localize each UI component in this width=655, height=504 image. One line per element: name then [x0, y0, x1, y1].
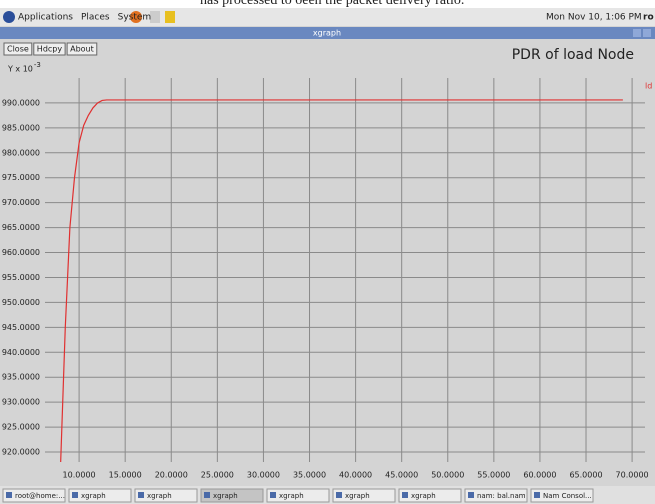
menu[interactable]: System: [118, 13, 152, 23]
min-button[interactable]: [633, 29, 641, 37]
legend-entry: ld t: [645, 82, 655, 91]
button[interactable]: [66, 42, 98, 56]
task-button[interactable]: [266, 488, 330, 503]
task-icon: [138, 492, 144, 498]
browser-icon: [130, 11, 142, 23]
y-tick-label: 930.0000: [2, 398, 40, 407]
clock: Mon Nov 10, 1:06 PM: [546, 13, 642, 23]
y-tick-label: 960.0000: [2, 248, 40, 257]
task-label[interactable]: nam: bal.nam: [477, 492, 526, 500]
task-icon: [534, 492, 540, 498]
task-label[interactable]: Nam Consol...: [543, 492, 592, 500]
y-tick-label: 980.0000: [2, 148, 40, 157]
task-label[interactable]: xgraph: [279, 492, 304, 500]
task-label[interactable]: xgraph: [345, 492, 370, 500]
top-panel: [0, 8, 655, 26]
x-tick-label: 20.0000: [155, 471, 188, 480]
x-tick-label: 65.0000: [569, 471, 602, 480]
menu[interactable]: Places: [81, 13, 110, 23]
task-button[interactable]: [464, 488, 528, 503]
task-button[interactable]: [68, 488, 132, 503]
task-icon: [6, 492, 12, 498]
task-button[interactable]: [134, 488, 198, 503]
x-tick-label: 10.0000: [63, 471, 96, 480]
task-button[interactable]: [200, 488, 264, 503]
button-label[interactable]: Hdcpy: [37, 45, 63, 54]
x-tick-label: 35.0000: [293, 471, 326, 480]
x-tick-label: 25.0000: [201, 471, 234, 480]
close-window-button[interactable]: [643, 29, 651, 37]
data-line: [60, 99, 623, 463]
y-label-exponent: -3: [34, 61, 41, 69]
caption-strip: [0, 0, 655, 8]
y-tick-label: 970.0000: [2, 198, 40, 207]
y-tick-label: 955.0000: [2, 273, 40, 282]
task-label[interactable]: root@home:...: [15, 492, 65, 500]
caption: has processed to oeen the packet deliver…: [200, 0, 464, 8]
task-icon: [270, 492, 276, 498]
button-label[interactable]: Close: [7, 45, 29, 54]
x-tick-label: 60.0000: [523, 471, 556, 480]
fedora-icon: [3, 11, 15, 23]
x-tick-label: 50.0000: [431, 471, 464, 480]
y-tick-label: 975.0000: [2, 173, 40, 182]
task-button[interactable]: [2, 488, 66, 503]
y-tick-label: 945.0000: [2, 323, 40, 332]
y-tick-label: 940.0000: [2, 348, 40, 357]
task-button[interactable]: [398, 488, 462, 503]
task-icon: [72, 492, 78, 498]
task-button[interactable]: [530, 488, 594, 503]
y-label: Y x 10: [7, 65, 33, 74]
y-tick-label: 990.0000: [2, 98, 40, 107]
button[interactable]: [3, 42, 33, 56]
x-tick-label: 55.0000: [477, 471, 510, 480]
menu[interactable]: Applications: [18, 13, 73, 23]
y-tick-label: 920.0000: [2, 448, 40, 457]
x-tick-label: 15.0000: [109, 471, 142, 480]
task-button[interactable]: [332, 488, 396, 503]
mail-icon: [150, 11, 160, 23]
button-label[interactable]: About: [70, 45, 94, 54]
task-icon: [204, 492, 210, 498]
button[interactable]: [33, 42, 66, 56]
y-tick-label: 965.0000: [2, 223, 40, 232]
user: ro: [643, 13, 654, 23]
y-tick-label: 985.0000: [2, 123, 40, 132]
x-tick-label: 40.0000: [339, 471, 372, 480]
task-label[interactable]: xgraph: [147, 492, 172, 500]
chart-title: PDR of load Node: [512, 47, 634, 63]
task-label[interactable]: xgraph: [81, 492, 106, 500]
window-title: xgraph: [313, 29, 341, 38]
task-label[interactable]: xgraph: [411, 492, 436, 500]
window-title-bar: [0, 27, 655, 39]
note-icon: [165, 11, 175, 23]
y-tick-label: 925.0000: [2, 423, 40, 432]
task-icon: [402, 492, 408, 498]
y-tick-label: 935.0000: [2, 373, 40, 382]
x-tick-label: 45.0000: [385, 471, 418, 480]
x-tick-label: 30.0000: [247, 471, 280, 480]
x-tick-label: 70.0000: [616, 471, 649, 480]
y-tick-label: 950.0000: [2, 298, 40, 307]
task-icon: [336, 492, 342, 498]
task-label[interactable]: xgraph: [213, 492, 238, 500]
task-icon: [468, 492, 474, 498]
